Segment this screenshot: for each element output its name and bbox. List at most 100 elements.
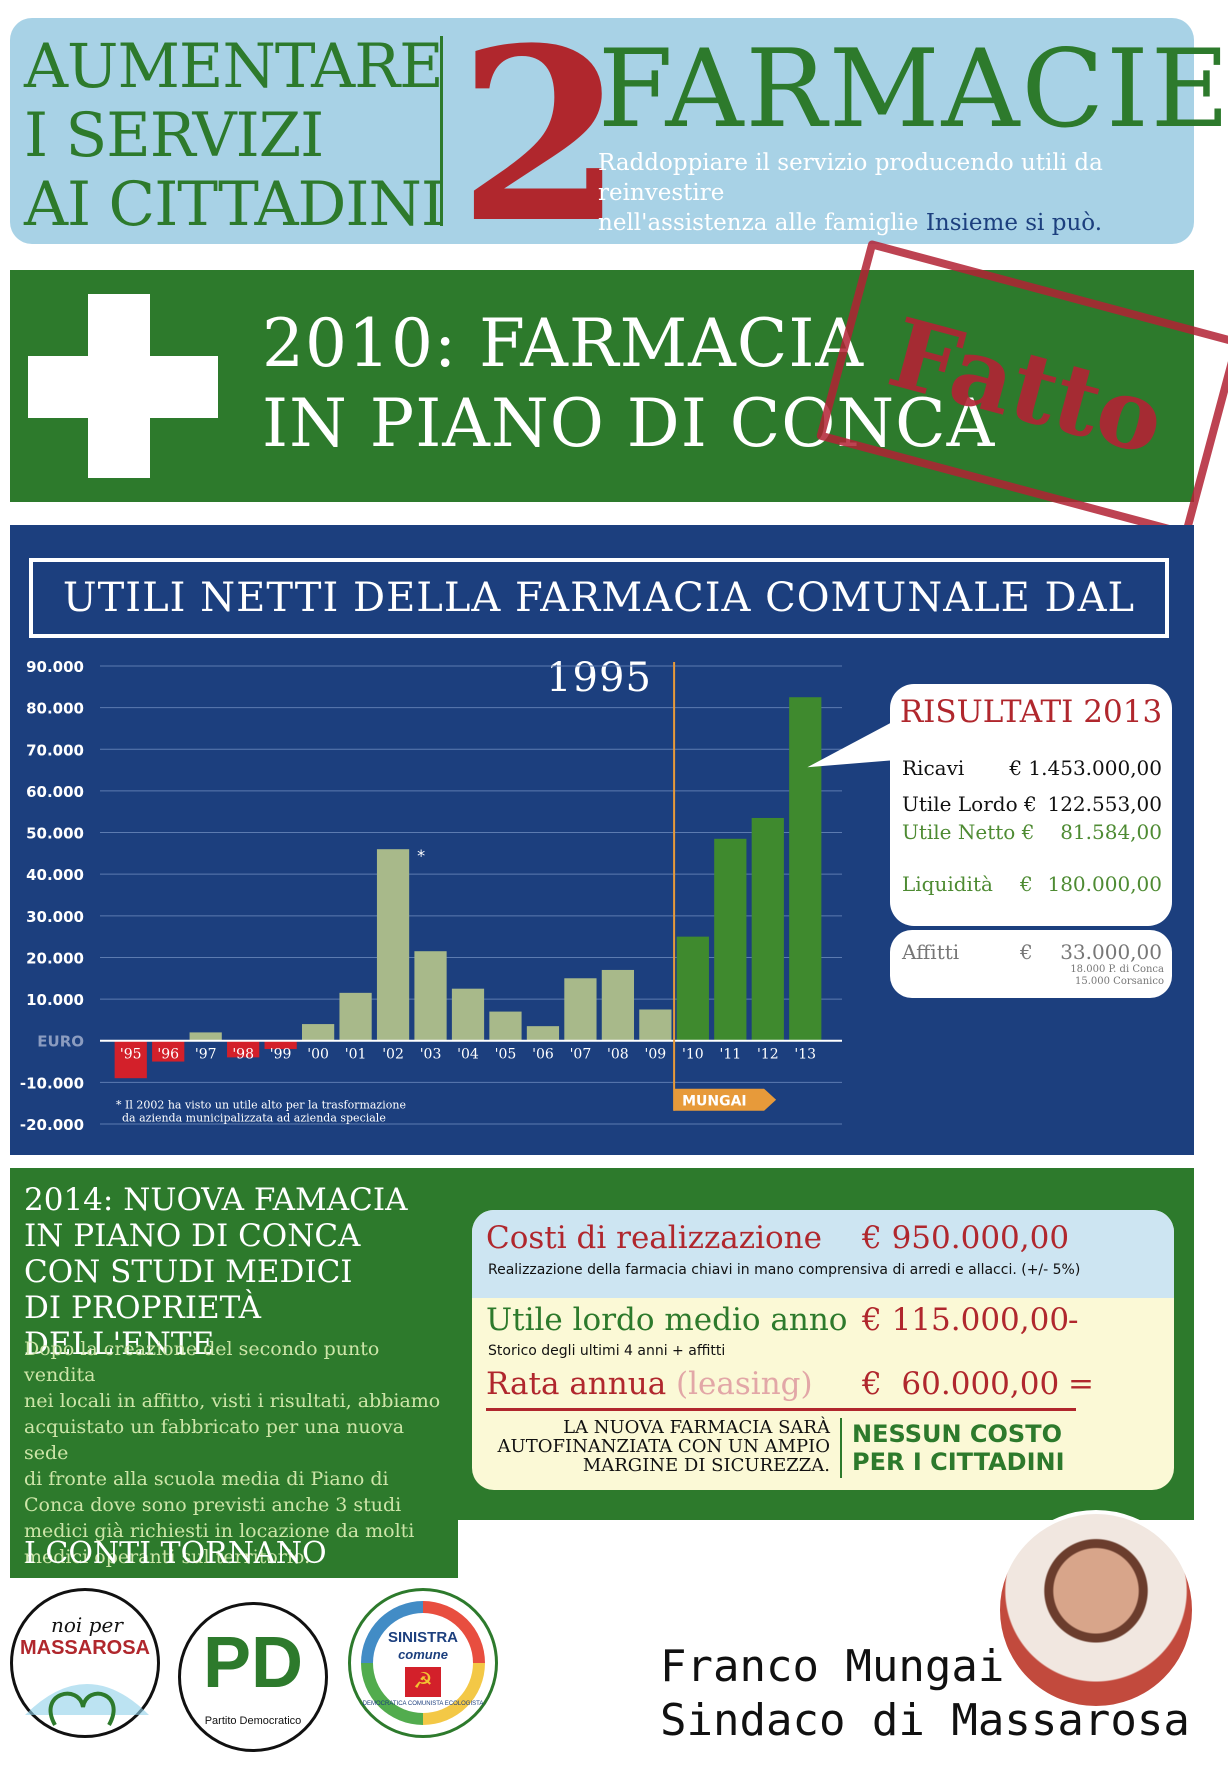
logo-ring-text: DEMOCRATICA COMUNISTA ECOLOGISTA <box>362 1701 484 1707</box>
title-line: 2014: NUOVA FAMACIA <box>24 1182 408 1218</box>
slogan-line: AUMENTARE <box>24 31 444 102</box>
banner-line-2: IN PIANO DI CONCA <box>262 385 996 462</box>
y-axis-label: EURO <box>37 1033 84 1051</box>
body-line: medici già richiesti in locazione da mol… <box>24 1520 415 1542</box>
bar <box>751 817 784 1041</box>
bar <box>451 988 485 1041</box>
sinistra-comune-logo: SINISTRA comune ☭ DEMOCRATICA COMUNISTA … <box>348 1588 498 1738</box>
utile-note: Storico degli ultimi 4 anni + affitti <box>488 1343 726 1359</box>
hammer-sickle-icon: ☭ <box>405 1667 441 1697</box>
results-title: RISULTATI 2013 <box>899 694 1163 730</box>
x-tick-label: '13 <box>794 1047 816 1063</box>
cost-label: Costi di realizzazione <box>486 1220 822 1256</box>
x-tick-label: '12 <box>757 1047 779 1063</box>
row-label: Utile Netto <box>902 820 1016 844</box>
bar <box>227 1040 260 1058</box>
y-tick-label: 60.000 <box>26 783 84 801</box>
subtitle-line-1: Raddoppiare il servizio producendo utili… <box>598 150 1103 206</box>
y-tick-label: 80.000 <box>26 700 84 718</box>
ring-inner <box>373 1613 473 1713</box>
results-row: Liquidità € 180.000,00 <box>902 872 1162 896</box>
mungai-arrow-icon <box>674 1088 777 1111</box>
bar <box>601 969 635 1041</box>
utile-value: € 115.000,00 <box>862 1302 1070 1338</box>
bar <box>526 1026 560 1041</box>
noi-per-massarosa-logo: noi per MASSAROSA <box>10 1588 160 1738</box>
rata-label: Rata annua (leasing) <box>486 1366 813 1402</box>
x-tick-label: '00 <box>307 1047 329 1063</box>
y-tick-label: 70.000 <box>26 741 84 759</box>
row-currency: € <box>1023 792 1037 816</box>
logo-pd-caption: Partito Democratico <box>204 1715 302 1727</box>
logo-comune: comune <box>398 1647 448 1662</box>
callout-pointer <box>807 720 896 768</box>
logo-massarosa: MASSAROSA <box>19 1637 150 1659</box>
new-pharmacy-title: 2014: NUOVA FAMACIA IN PIANO DI CONCA CO… <box>24 1182 444 1362</box>
logo-noi-per: noi per <box>51 1613 123 1637</box>
x-tick-label: '06 <box>532 1047 554 1063</box>
pd-logo: PD Partito Democratico <box>178 1602 328 1752</box>
bar <box>489 1011 522 1041</box>
x-tick-label: '10 <box>682 1047 704 1063</box>
x-tick-label: '01 <box>345 1047 367 1063</box>
row-amount: 1.453.000,00 <box>1028 756 1162 780</box>
bar <box>264 1040 297 1050</box>
body-line: Conca dove sono previsti anche 3 studi <box>24 1494 402 1516</box>
note-line: MARGINE DI SICUREZZA. <box>582 1455 830 1476</box>
body-line: di fronte alla scuola media di Piano di <box>24 1468 389 1490</box>
affitti-amount: 33.000,00 <box>1060 940 1162 964</box>
chart-title: UTILI NETTI DELLA FARMACIA COMUNALE DAL … <box>62 575 1136 701</box>
bar <box>414 951 447 1041</box>
subtitle-highlight: Insieme si può. <box>925 210 1103 236</box>
row-amount: 81.584,00 <box>1060 820 1162 844</box>
bar <box>714 838 747 1041</box>
x-tick-label: '05 <box>495 1047 517 1063</box>
x-tick-label: '11 <box>719 1047 741 1063</box>
bar <box>189 1032 222 1041</box>
row-label: Liquidità <box>902 872 993 896</box>
row-label: Ricavi <box>902 756 965 780</box>
body-line: nei locali in affitto, visti i risultati… <box>24 1390 441 1412</box>
body-line: acquistato un fabbricato per una nuova s… <box>24 1416 405 1464</box>
body-line: Dopo la creazione del secondo punto vend… <box>24 1338 380 1386</box>
x-tick-label: '04 <box>457 1047 479 1063</box>
big-number: 2 <box>458 0 624 276</box>
rata-value: € 60.000,00 <box>862 1366 1060 1402</box>
bar <box>152 1040 185 1062</box>
row-currency: € <box>1009 756 1023 780</box>
footnote: * Il 2002 ha visto un utile alto per la … <box>116 1099 406 1112</box>
x-tick-label: '02 <box>382 1047 404 1063</box>
cost-note: Realizzazione della farmacia chiavi in m… <box>488 1262 1081 1278</box>
subtitle-text: nell'assistenza alle famiglie <box>598 210 919 236</box>
row-label: Utile Lordo <box>902 792 1018 816</box>
affitti-label: Affitti <box>902 940 960 964</box>
x-tick-label: '98 <box>232 1047 254 1063</box>
y-tick-label: 40.000 <box>26 866 84 884</box>
row-amount: 122.553,00 <box>1047 792 1162 816</box>
bar <box>339 992 372 1041</box>
results-row: Utile Netto € 81.584,00 <box>902 820 1162 844</box>
title-line: DI PROPRIETÀ DELL'ENTE <box>24 1290 262 1362</box>
title-line: CON STUDI MEDICI <box>24 1254 353 1290</box>
chart-title-box <box>29 558 1169 638</box>
x-tick-label: '96 <box>157 1047 179 1063</box>
note-divider <box>840 1418 842 1478</box>
logo-sinistra: SINISTRA <box>387 1629 458 1646</box>
row-value: € 1.453.000,00 <box>1009 756 1162 780</box>
note-line: LA NUOVA FARMACIA SARÀ <box>563 1417 830 1438</box>
affitti-note: 18.000 P. di Conca <box>1070 964 1164 975</box>
y-tick-label: -20.000 <box>20 1116 84 1134</box>
x-tick-label: '03 <box>420 1047 442 1063</box>
affitti-notes: 18.000 P. di Conca 15.000 Corsanico <box>1040 964 1164 988</box>
rata-underline <box>486 1408 1076 1411</box>
cost-card-header <box>472 1210 1174 1298</box>
y-tick-label: 10.000 <box>26 991 84 1009</box>
pd-letters: PD <box>202 1623 304 1703</box>
conti-tornano: I CONTI TORNANO <box>24 1536 327 1571</box>
results-card <box>890 684 1172 926</box>
mayor-photo <box>996 1510 1196 1710</box>
x-tick-label: '99 <box>270 1047 292 1063</box>
bar <box>114 1040 147 1079</box>
footnote: da azienda municipalizzata ad azienda sp… <box>122 1112 386 1125</box>
bar <box>676 936 709 1041</box>
